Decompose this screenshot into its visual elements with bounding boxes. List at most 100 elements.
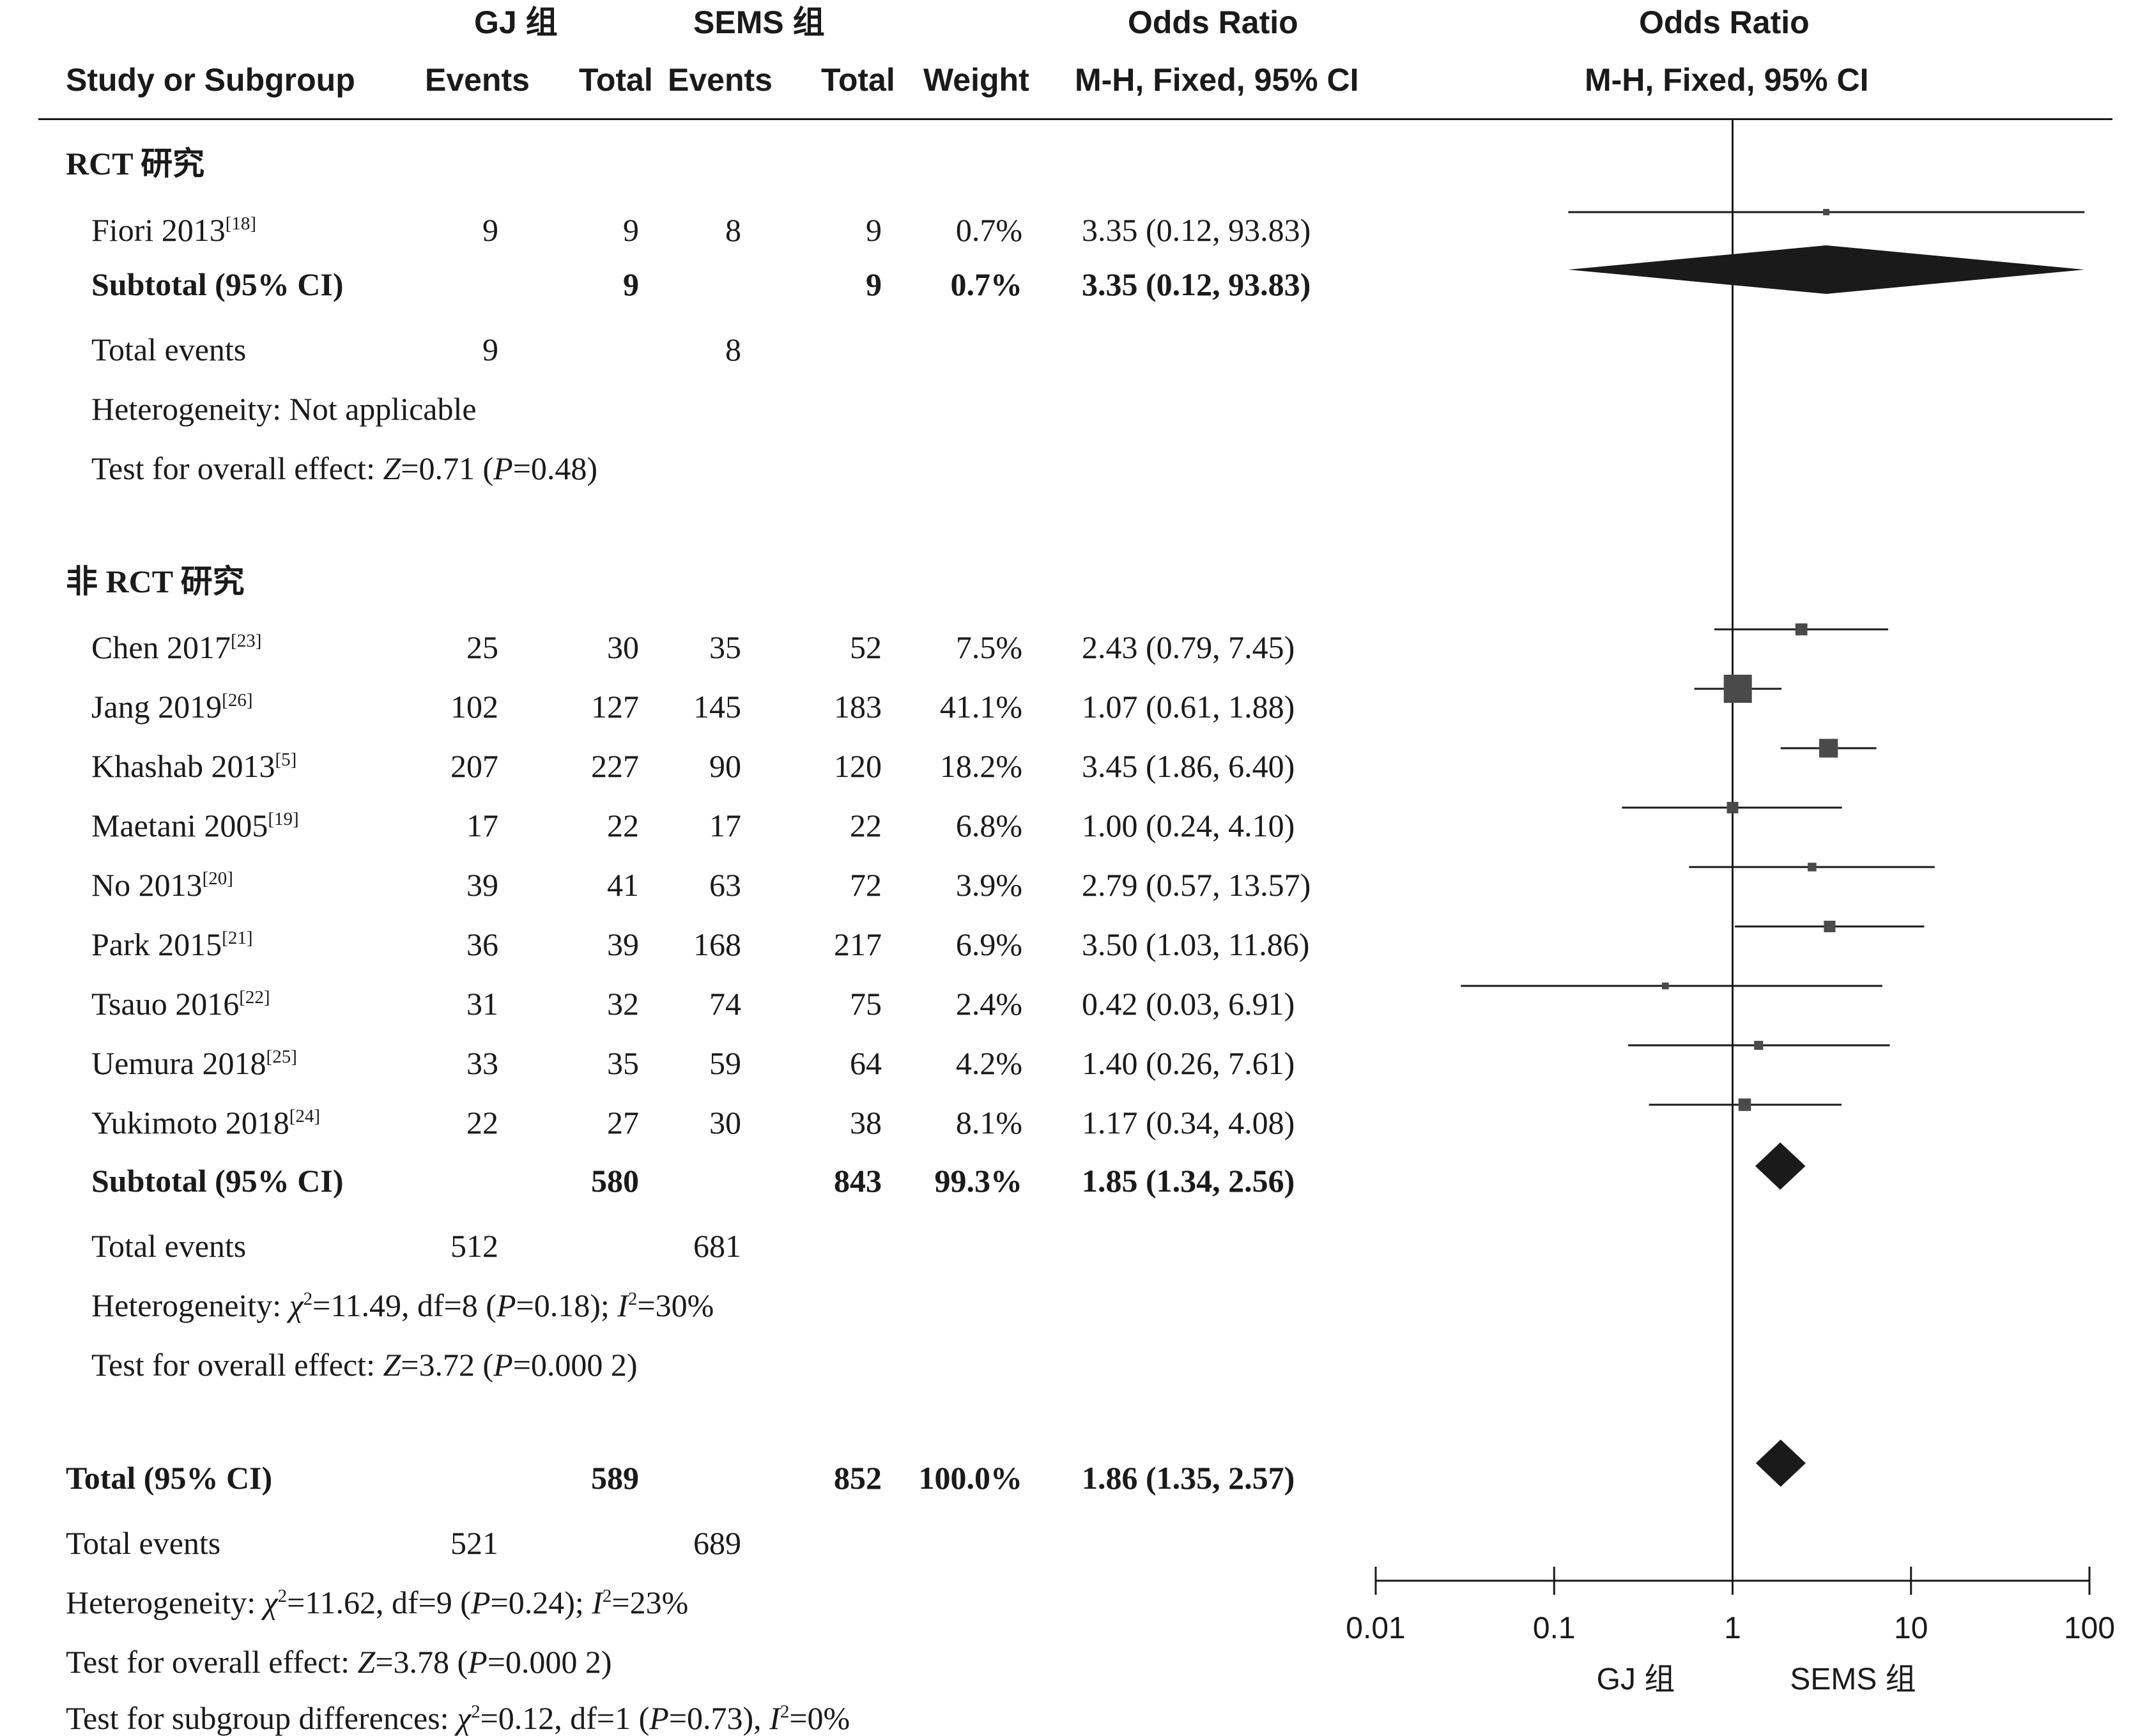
heterogeneity-overall: Heterogeneity: χ2=11.62, df=9 (P=0.24); … <box>66 1585 689 1620</box>
total-events-gj: 512 <box>450 1228 498 1264</box>
subtotal-label: Subtotal (95% CI) <box>91 1163 344 1199</box>
header-plot-title: Odds Ratio <box>1639 4 1810 40</box>
sems-events: 145 <box>693 689 741 725</box>
sems-total: 120 <box>834 748 882 784</box>
gj-total: 41 <box>607 867 639 903</box>
sems-events: 90 <box>709 748 741 784</box>
study-box <box>1824 920 1836 933</box>
weight: 2.4% <box>955 986 1022 1022</box>
header-gj-total: Total <box>579 62 653 98</box>
header-method: M-H, Fixed, 95% CI <box>1075 62 1359 98</box>
total-events-sems: 681 <box>693 1228 741 1264</box>
group-title-non-rct: 非 RCT 研究 <box>66 564 245 599</box>
tick-label: 0.1 <box>1533 1611 1576 1645</box>
study-ref: [23] <box>231 631 262 652</box>
sems-total: 75 <box>850 986 882 1022</box>
favours-left-label: GJ 组 <box>1597 1663 1675 1696</box>
gj-total: 30 <box>607 629 639 665</box>
header-plot-method: M-H, Fixed, 95% CI <box>1585 62 1869 98</box>
ci-text: 2.43 (0.79, 7.45) <box>1082 629 1295 665</box>
sems-events: 30 <box>709 1105 741 1141</box>
overall-effect-rct: Test for overall effect: Z=0.71 (P=0.48) <box>91 450 598 486</box>
heterogeneity-non-rct: Heterogeneity: χ2=11.49, df=8 (P=0.18); … <box>91 1287 714 1323</box>
study-ref: [26] <box>222 690 253 711</box>
gj-events: 102 <box>450 689 498 725</box>
weight: 7.5% <box>955 629 1022 665</box>
sems-total: 64 <box>850 1045 882 1081</box>
sems-total: 52 <box>850 629 882 665</box>
weight: 0.7% <box>955 212 1022 248</box>
total-sems-total: 852 <box>834 1460 882 1496</box>
subtotal-sems-total: 843 <box>834 1163 882 1199</box>
header-odds-ratio: Odds Ratio <box>1128 4 1298 40</box>
header-rule <box>38 118 2112 120</box>
gj-total: 227 <box>591 748 639 784</box>
header-sems-events: Events <box>668 62 773 98</box>
study-name: Park 2015 <box>91 926 222 962</box>
header-sems-total: Total <box>821 62 895 98</box>
gj-total: 39 <box>607 926 639 962</box>
weight: 6.8% <box>955 808 1022 843</box>
study-name: Fiori 2013 <box>91 212 226 248</box>
study-ref: [22] <box>239 987 270 1008</box>
gj-total: 27 <box>607 1105 639 1141</box>
sems-total: 217 <box>834 926 882 962</box>
gj-total: 127 <box>591 689 639 725</box>
ci-text: 2.79 (0.57, 13.57) <box>1082 867 1311 903</box>
sems-total: 38 <box>850 1105 882 1141</box>
study-ref: [24] <box>289 1106 321 1127</box>
subgroup-differences: Test for subgroup differences: χ2=0.12, … <box>66 1700 850 1736</box>
gj-total: 35 <box>607 1045 639 1081</box>
study-box <box>1819 739 1838 758</box>
study-name: Yukimoto 2018 <box>91 1105 289 1141</box>
study-ref: [25] <box>266 1047 297 1068</box>
subtotal-weight: 99.3% <box>934 1163 1023 1199</box>
study-box <box>1808 863 1817 872</box>
weight: 8.1% <box>955 1105 1022 1141</box>
tick-label: 10 <box>1894 1611 1928 1645</box>
study-name: Khashab 2013 <box>91 748 275 784</box>
favours-right-label: SEMS 组 <box>1790 1663 1916 1696</box>
gj-events: 31 <box>466 986 498 1022</box>
total-events-sems: 8 <box>725 332 741 367</box>
gj-events: 9 <box>482 212 498 248</box>
study-name: No 2013 <box>91 867 203 903</box>
total-events-label: Total events <box>91 332 247 367</box>
study-box <box>1727 802 1739 813</box>
tick-label: 1 <box>1724 1611 1741 1645</box>
total-events-gj: 521 <box>450 1525 498 1561</box>
study-ref: [21] <box>222 928 253 949</box>
weight: 6.9% <box>955 926 1022 962</box>
header-weight: Weight <box>923 62 1029 98</box>
overall-effect-non-rct: Test for overall effect: Z=3.72 (P=0.000… <box>91 1347 638 1383</box>
total-gj-total: 589 <box>591 1460 639 1496</box>
weight: 3.9% <box>955 867 1022 903</box>
total-label: Total (95% CI) <box>66 1460 273 1496</box>
gj-total: 9 <box>623 212 639 248</box>
subtotal-gj-total: 9 <box>623 266 639 302</box>
ci-text: 3.35 (0.12, 93.83) <box>1082 212 1311 248</box>
tick-label: 100 <box>2064 1611 2115 1645</box>
total-events-gj: 9 <box>482 332 498 367</box>
gj-total: 32 <box>607 986 639 1022</box>
ci-text: 0.42 (0.03, 6.91) <box>1082 986 1295 1022</box>
sems-events: 17 <box>709 808 741 843</box>
study-ref: [19] <box>268 809 299 830</box>
study-name: Chen 2017 <box>91 629 231 665</box>
total-events-label: Total events <box>91 1228 247 1264</box>
header-gj-group: GJ 组 <box>474 4 558 40</box>
sems-total: 183 <box>834 689 882 725</box>
total-events-sems: 689 <box>693 1525 741 1561</box>
ci-text: 3.50 (1.03, 11.86) <box>1082 926 1310 962</box>
study-name: Jang 2019 <box>91 689 222 725</box>
header-sems-group: SEMS 组 <box>693 4 825 40</box>
study-name: Maetani 2005 <box>91 808 268 843</box>
gj-events: 207 <box>450 748 498 784</box>
sems-events: 63 <box>709 867 741 903</box>
tick-label: 0.01 <box>1346 1611 1405 1645</box>
gj-events: 22 <box>466 1105 498 1141</box>
gj-events: 36 <box>466 926 498 962</box>
total-ci-text: 1.86 (1.35, 2.57) <box>1082 1460 1295 1496</box>
ci-text: 3.45 (1.86, 6.40) <box>1082 748 1295 784</box>
